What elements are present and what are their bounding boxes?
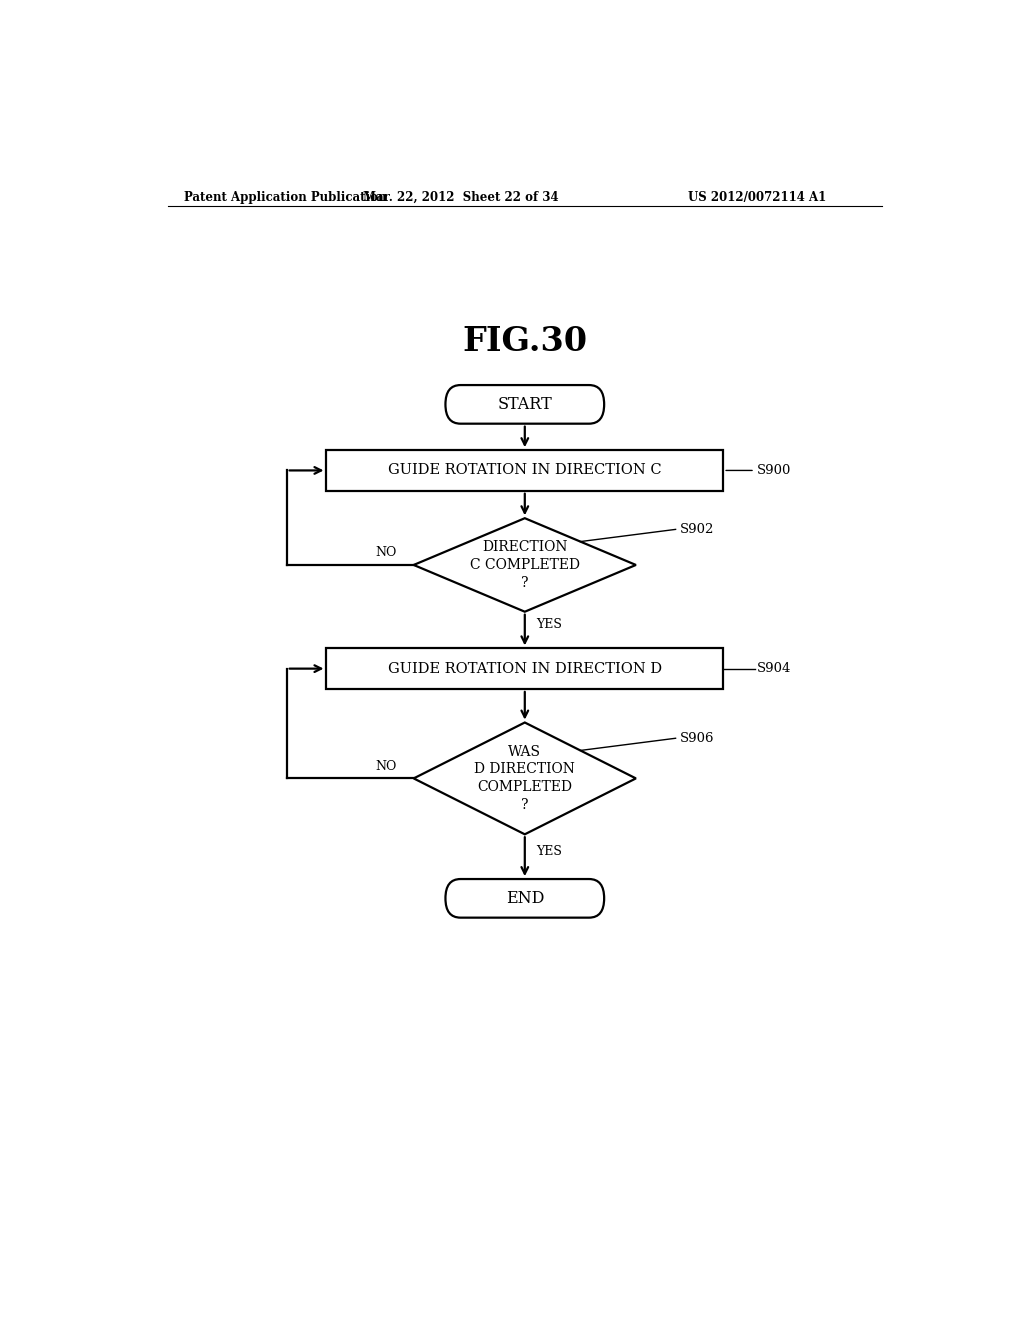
- FancyBboxPatch shape: [445, 385, 604, 424]
- FancyBboxPatch shape: [445, 879, 604, 917]
- Text: Mar. 22, 2012  Sheet 22 of 34: Mar. 22, 2012 Sheet 22 of 34: [364, 190, 559, 203]
- Text: NO: NO: [375, 760, 396, 772]
- Bar: [327, 450, 723, 491]
- Text: WAS
D DIRECTION
COMPLETED
?: WAS D DIRECTION COMPLETED ?: [474, 744, 575, 812]
- Bar: [327, 648, 723, 689]
- Polygon shape: [414, 519, 636, 611]
- Text: DIRECTION
C COMPLETED
?: DIRECTION C COMPLETED ?: [470, 540, 580, 590]
- Text: YES: YES: [536, 845, 562, 858]
- Text: START: START: [498, 396, 552, 413]
- Text: GUIDE ROTATION IN DIRECTION C: GUIDE ROTATION IN DIRECTION C: [388, 463, 662, 478]
- Text: US 2012/0072114 A1: US 2012/0072114 A1: [688, 190, 826, 203]
- Polygon shape: [414, 722, 636, 834]
- Text: YES: YES: [536, 619, 562, 631]
- Text: GUIDE ROTATION IN DIRECTION D: GUIDE ROTATION IN DIRECTION D: [388, 661, 662, 676]
- Text: S906: S906: [680, 731, 714, 744]
- Text: FIG.30: FIG.30: [462, 325, 588, 358]
- Text: S900: S900: [757, 463, 791, 477]
- Text: END: END: [506, 890, 544, 907]
- Text: Patent Application Publication: Patent Application Publication: [183, 190, 386, 203]
- Text: NO: NO: [375, 546, 396, 560]
- Text: S904: S904: [757, 663, 791, 675]
- Text: S902: S902: [680, 523, 714, 536]
